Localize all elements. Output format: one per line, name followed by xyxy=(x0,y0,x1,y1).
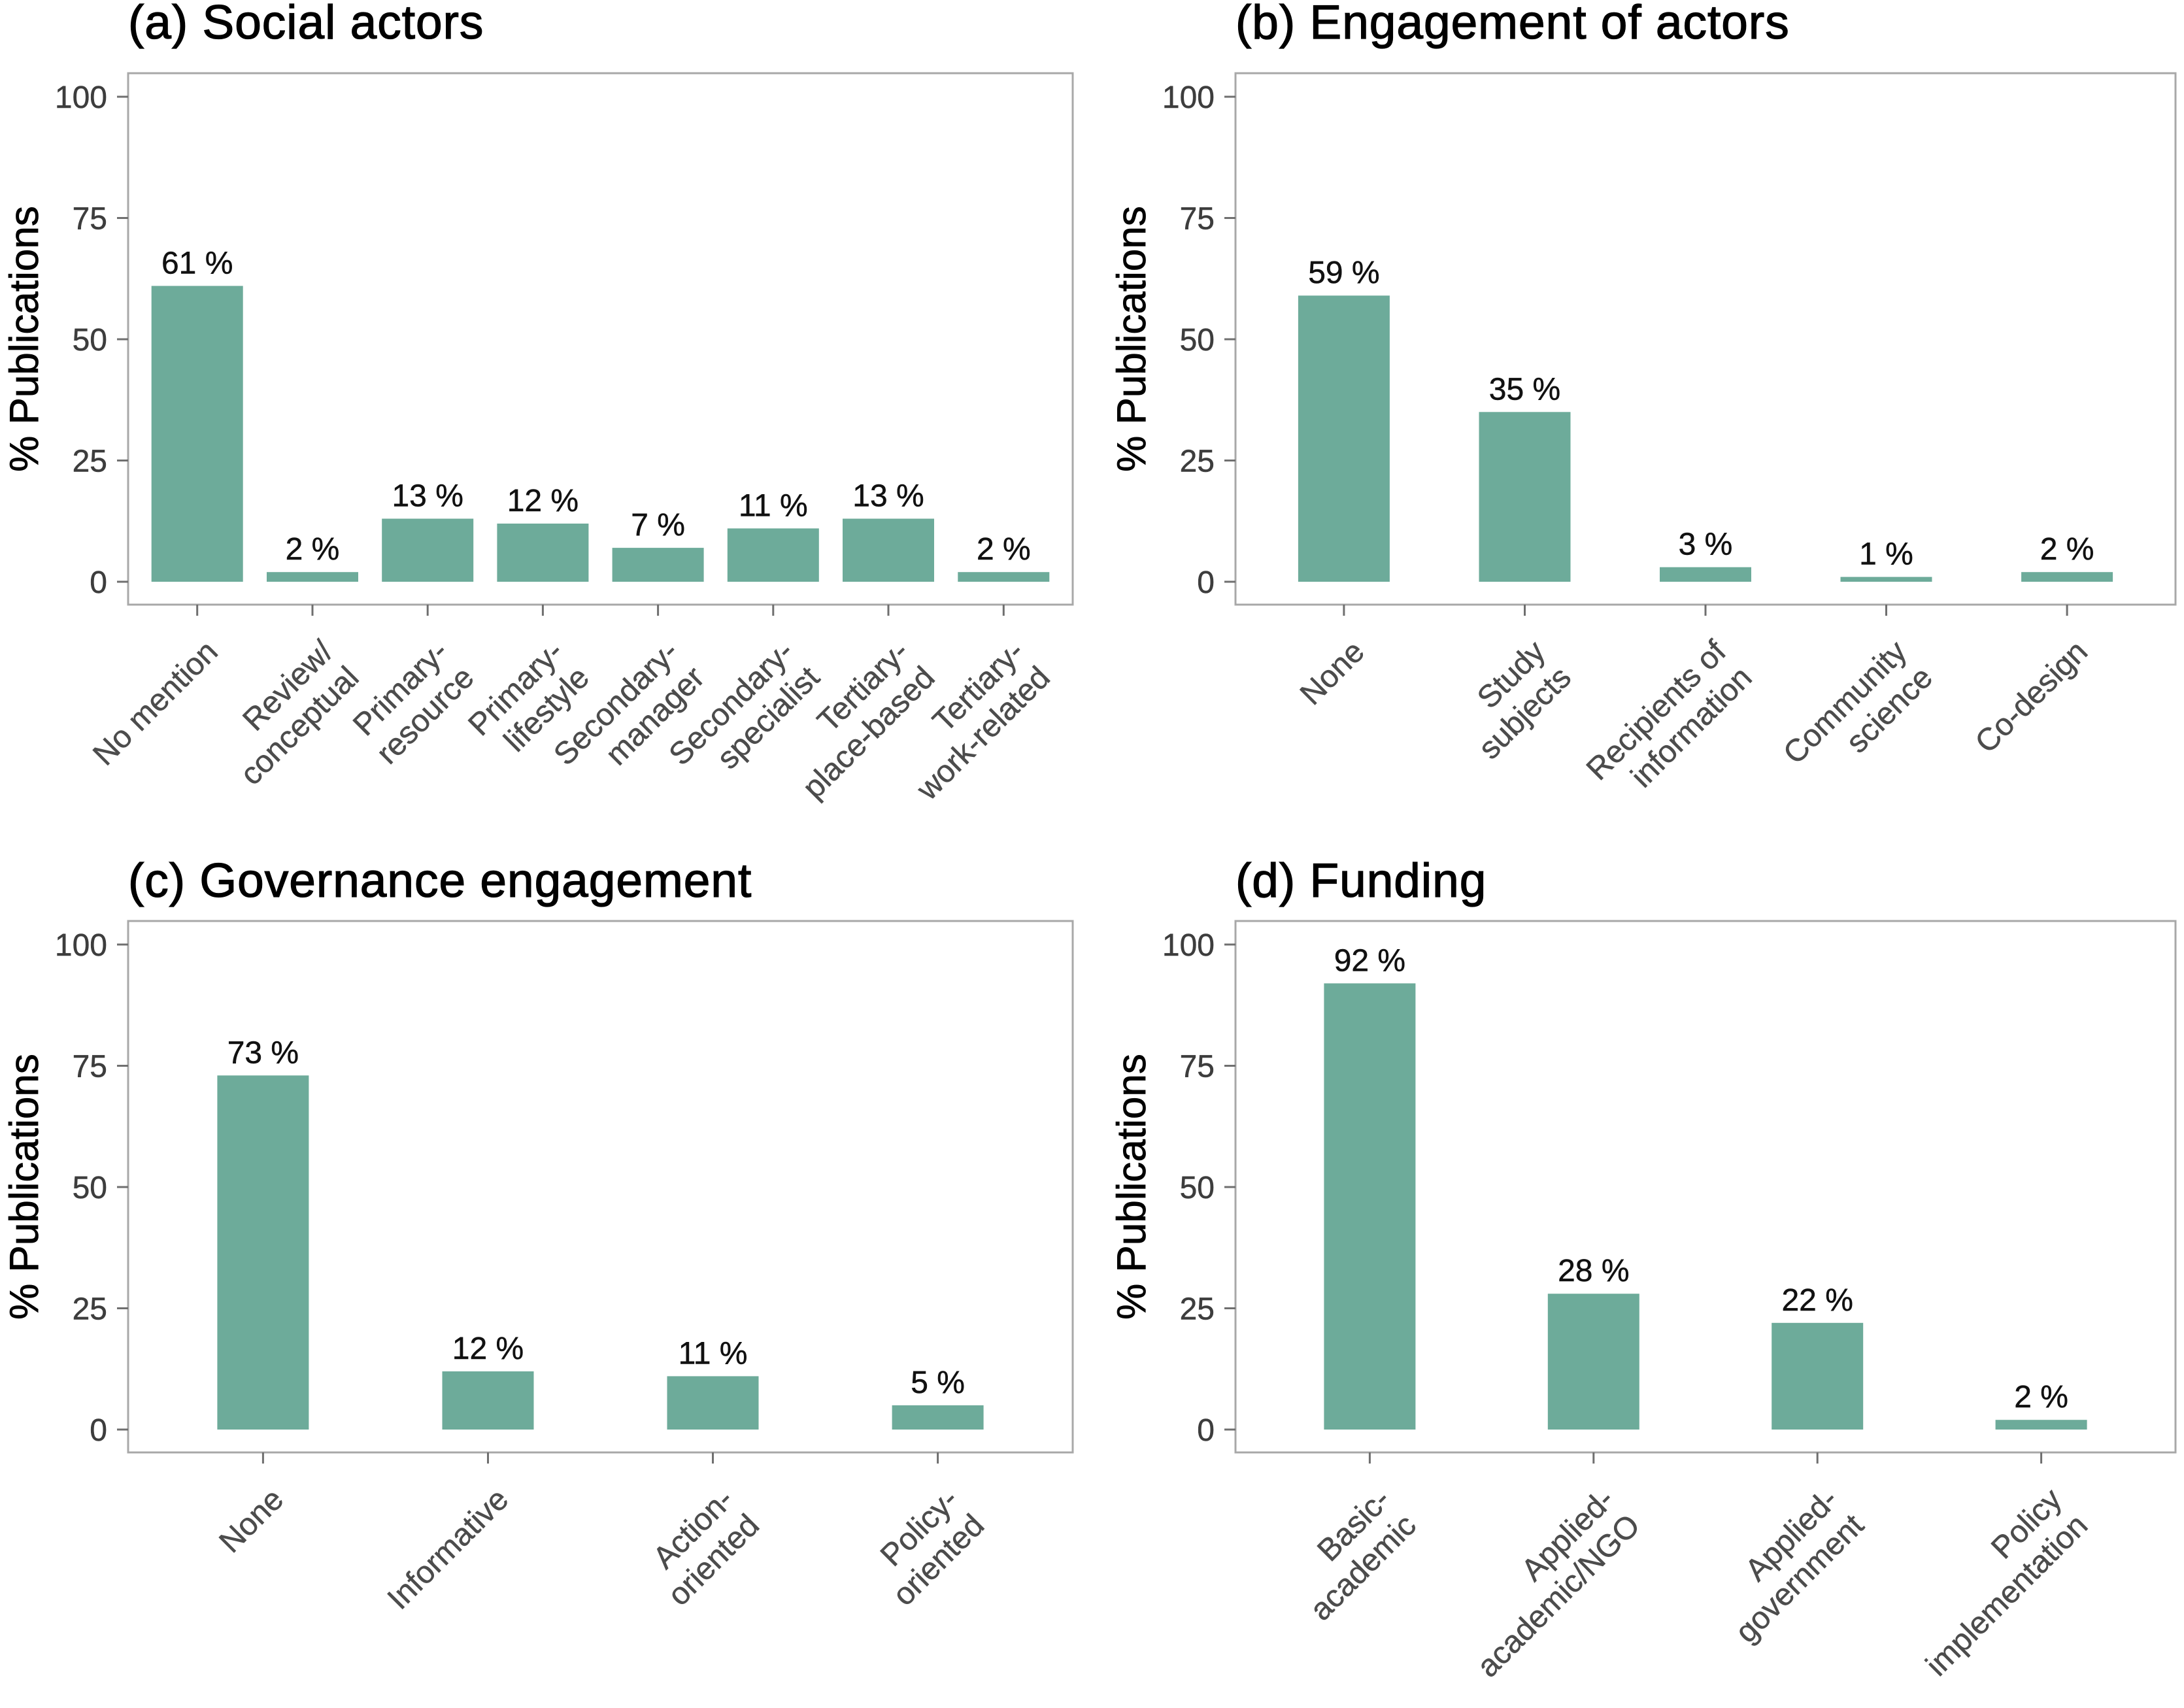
svg-text:11 %: 11 % xyxy=(679,1336,748,1371)
svg-text:12 %: 12 % xyxy=(452,1331,524,1366)
svg-text:25: 25 xyxy=(1180,1292,1215,1327)
svg-text:2 %: 2 % xyxy=(2014,1380,2068,1415)
svg-text:92 %: 92 % xyxy=(1334,943,1405,978)
svg-text:0: 0 xyxy=(90,565,107,600)
svg-text:73 %: 73 % xyxy=(227,1035,299,1070)
svg-text:11 %: 11 % xyxy=(739,488,808,523)
svg-text:25: 25 xyxy=(73,1292,107,1327)
svg-text:0: 0 xyxy=(1197,1413,1215,1448)
svg-text:% Publications: % Publications xyxy=(1109,1054,1154,1320)
svg-text:59 %: 59 % xyxy=(1308,256,1379,290)
svg-text:2 %: 2 % xyxy=(977,532,1031,567)
svg-text:25: 25 xyxy=(1180,444,1215,479)
svg-text:13 %: 13 % xyxy=(392,479,463,514)
svg-text:7 %: 7 % xyxy=(631,508,685,543)
svg-text:3 %: 3 % xyxy=(1679,527,1733,562)
svg-text:75: 75 xyxy=(73,202,107,237)
svg-text:13 %: 13 % xyxy=(852,479,924,514)
svg-text:% Publications: % Publications xyxy=(2,1054,47,1320)
svg-text:75: 75 xyxy=(1180,202,1215,237)
svg-text:35 %: 35 % xyxy=(1489,372,1560,407)
svg-text:100: 100 xyxy=(55,80,107,115)
svg-text:100: 100 xyxy=(1162,928,1215,963)
svg-text:0: 0 xyxy=(1197,565,1215,600)
svg-text:(a) Social actors: (a) Social actors xyxy=(128,0,484,49)
svg-text:28 %: 28 % xyxy=(1558,1254,1629,1288)
svg-text:75: 75 xyxy=(73,1050,107,1084)
svg-text:1 %: 1 % xyxy=(1859,537,1913,572)
svg-text:75: 75 xyxy=(1180,1050,1215,1084)
svg-text:100: 100 xyxy=(1162,80,1215,115)
svg-text:25: 25 xyxy=(73,444,107,479)
svg-text:2 %: 2 % xyxy=(2040,532,2094,567)
svg-text:50: 50 xyxy=(73,323,107,358)
svg-text:50: 50 xyxy=(1180,323,1215,358)
svg-text:5 %: 5 % xyxy=(911,1365,965,1400)
svg-text:0: 0 xyxy=(90,1413,107,1448)
svg-text:50: 50 xyxy=(1180,1171,1215,1205)
svg-text:(c) Governance engagement: (c) Governance engagement xyxy=(128,854,752,907)
svg-text:50: 50 xyxy=(73,1171,107,1205)
svg-text:% Publications: % Publications xyxy=(1109,206,1154,472)
svg-text:(d) Funding: (d) Funding xyxy=(1235,854,1487,907)
svg-text:12 %: 12 % xyxy=(507,484,579,518)
svg-text:% Publications: % Publications xyxy=(2,206,47,472)
svg-text:2 %: 2 % xyxy=(286,532,340,567)
svg-text:22 %: 22 % xyxy=(1781,1283,1853,1318)
svg-text:61 %: 61 % xyxy=(161,246,233,280)
svg-text:100: 100 xyxy=(55,928,107,963)
svg-text:(b) Engagement of actors: (b) Engagement of actors xyxy=(1235,0,1790,49)
